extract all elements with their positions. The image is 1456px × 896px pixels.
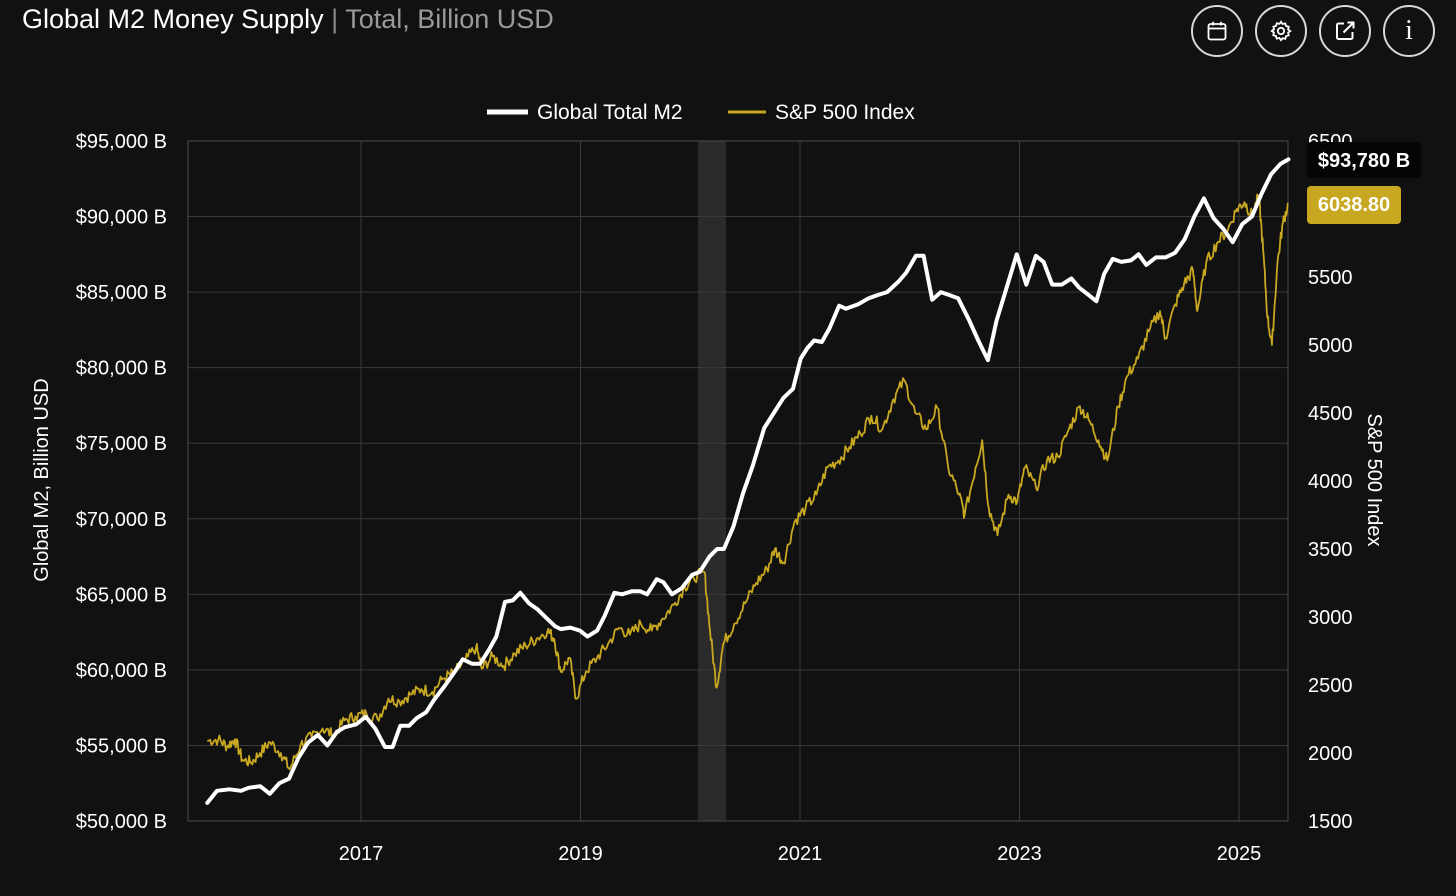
y-left-tick-label: $90,000 B (76, 207, 167, 229)
calendar-icon (1207, 21, 1227, 41)
open-external-button[interactable] (1319, 5, 1371, 57)
x-tick-label: 2021 (778, 843, 823, 865)
chart-subtitle: Total, Billion USD (345, 4, 554, 34)
x-axis: 2017 2019 2021 2023 2025 (339, 843, 1262, 865)
title-separator: | (331, 4, 339, 34)
y-right-tick-label: 1500 (1308, 811, 1353, 833)
last-value-label-m2: $93,780 B (1318, 150, 1410, 172)
y-left-tick-label: $65,000 B (76, 584, 167, 606)
grid-lines (187, 140, 1289, 822)
y-left-tick-label: $55,000 B (76, 735, 167, 757)
y-right-tick-label: 2000 (1308, 743, 1353, 765)
y-right-axis: 6500600055005000450040003500300025002000… (1308, 131, 1353, 833)
last-value-tag-spx: 6038.80 (1307, 186, 1401, 224)
external-link-icon (1336, 21, 1355, 40)
y-right-axis-label: S&P 500 Index (1363, 413, 1385, 546)
plot-frame (187, 140, 1289, 822)
series-line-spx (207, 193, 1289, 771)
settings-button[interactable] (1255, 5, 1307, 57)
y-left-tick-label: $80,000 B (76, 358, 167, 380)
legend-label-spx[interactable]: S&P 500 Index (775, 101, 915, 124)
gear-icon (1270, 20, 1292, 42)
chart-toolbar: i (1191, 5, 1435, 57)
info-button[interactable]: i (1383, 5, 1435, 57)
legend-label-m2[interactable]: Global Total M2 (537, 101, 683, 124)
chart-header: Global M2 Money Supply | Total, Billion … (22, 4, 554, 44)
x-tick-label: 2025 (1217, 843, 1262, 865)
y-left-tick-label: $50,000 B (76, 811, 167, 833)
y-right-tick-label: 4000 (1308, 471, 1353, 493)
y-right-tick-label: 3000 (1308, 607, 1353, 629)
chart-title: Global M2 Money Supply (22, 4, 324, 34)
info-icon: i (1405, 15, 1413, 46)
y-right-tick-label: 2500 (1308, 675, 1353, 697)
series-line-m2 (205, 157, 1291, 805)
y-left-tick-label: $95,000 B (76, 131, 167, 153)
legend: Global Total M2 S&P 500 Index (487, 101, 915, 124)
y-left-axis: $95,000 B $90,000 B $85,000 B $80,000 B $75,… (76, 131, 167, 833)
y-left-tick-label: $75,000 B (76, 433, 167, 455)
y-right-tick-label: 4500 (1308, 403, 1353, 425)
y-right-tick-label: 3500 (1308, 539, 1353, 561)
y-left-tick-label: $70,000 B (76, 509, 167, 531)
calendar-button[interactable] (1191, 5, 1243, 57)
x-tick-label: 2019 (558, 843, 603, 865)
y-left-tick-label: $85,000 B (76, 282, 167, 304)
y-left-axis-label: Global M2, Billion USD (31, 378, 53, 581)
last-value-label-spx: 6038.80 (1318, 194, 1390, 216)
shaded-band (698, 141, 726, 821)
last-value-tag-m2: $93,780 B (1307, 142, 1421, 178)
x-tick-label: 2017 (339, 843, 384, 865)
y-left-tick-label: $60,000 B (76, 660, 167, 682)
y-right-tick-label: 5000 (1308, 335, 1353, 357)
y-right-tick-label: 5500 (1308, 267, 1353, 289)
x-tick-label: 2023 (997, 843, 1042, 865)
